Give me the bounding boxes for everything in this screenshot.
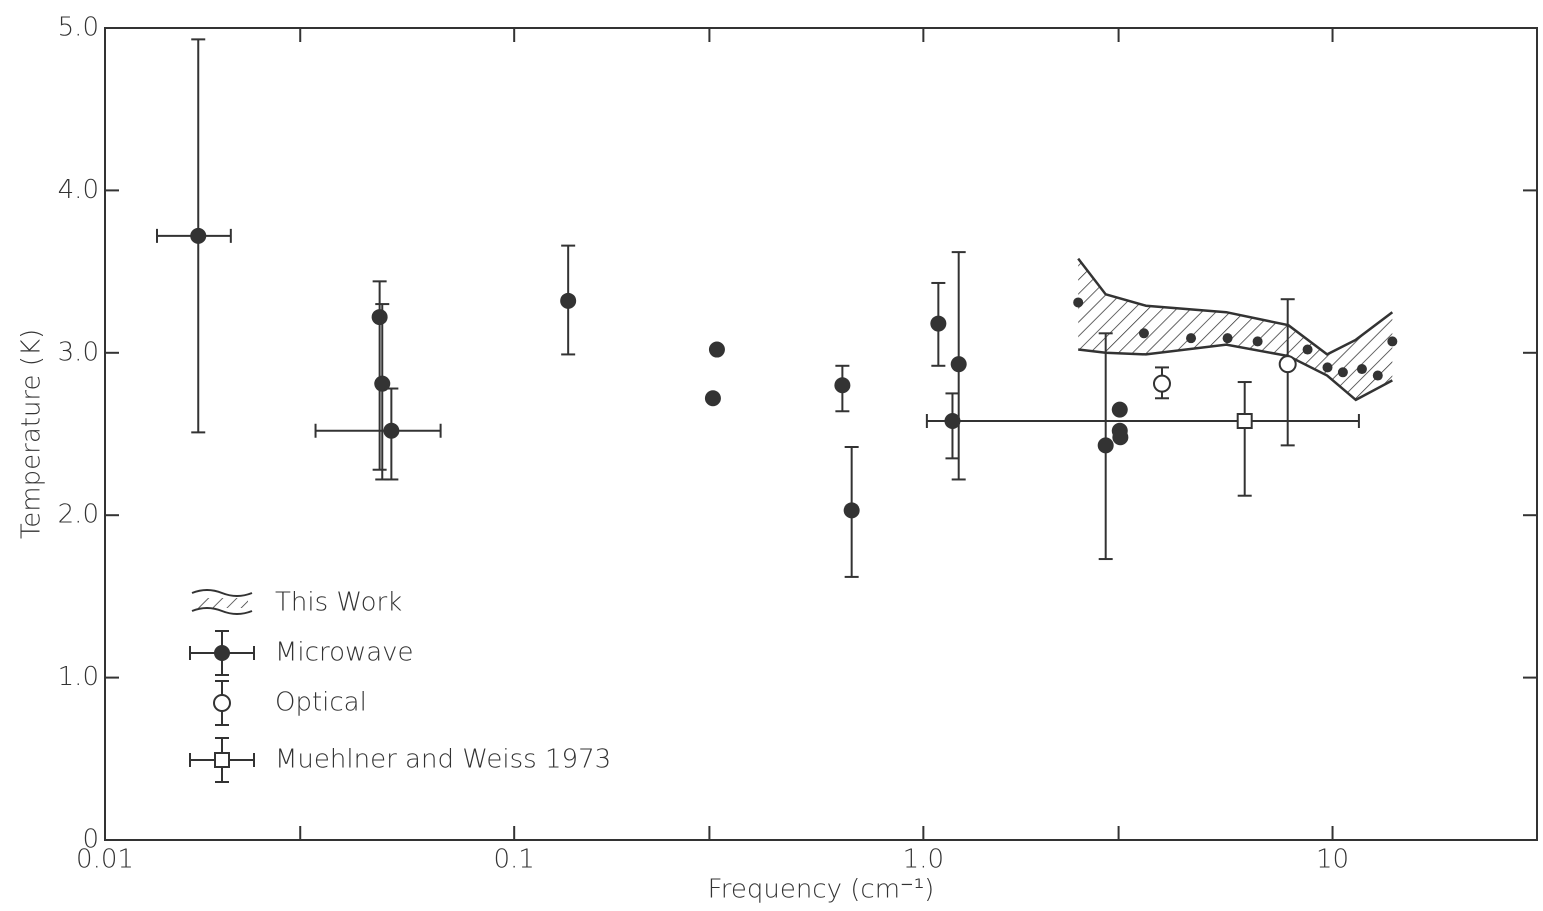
band-point <box>1222 333 1233 344</box>
y-tick-label: 1.0 <box>58 662 99 692</box>
point <box>704 390 721 407</box>
point <box>843 502 860 519</box>
legend-swatch <box>196 598 248 608</box>
legend-label: Microwave <box>275 638 414 668</box>
band-point <box>1252 336 1263 347</box>
x-axis-label: Frequency (cm⁻¹) <box>708 875 935 905</box>
band-point <box>1387 336 1398 347</box>
band-point <box>1138 328 1149 339</box>
x-tick-label: 0.1 <box>493 845 534 875</box>
legend-swatch <box>191 589 253 615</box>
point <box>1152 374 1171 393</box>
point <box>560 292 577 309</box>
band-point <box>1186 333 1197 344</box>
point <box>708 341 725 358</box>
y-tick-label: 4.0 <box>58 175 99 205</box>
point <box>1097 437 1114 454</box>
point <box>930 315 947 332</box>
band-fill <box>1078 258 1393 400</box>
band-point <box>1372 370 1383 381</box>
legend-label: Optical <box>275 688 367 718</box>
y-tick-label: 2.0 <box>58 500 99 530</box>
y-tick-label: 5.0 <box>58 13 99 43</box>
band-point <box>1322 362 1333 373</box>
point <box>383 422 400 439</box>
point <box>1278 355 1297 374</box>
point <box>950 356 967 373</box>
y-axis-label: Temperature (K) <box>17 329 47 539</box>
x-tick-label: 0.01 <box>76 845 134 875</box>
plot-frame <box>104 27 1538 841</box>
legend-marker <box>213 694 231 712</box>
point <box>1112 429 1129 446</box>
point <box>371 309 388 326</box>
y-tick-label: 0 <box>82 825 99 855</box>
legend-label: Muehlner and Weiss 1973 <box>275 745 611 775</box>
band-lower <box>1078 343 1393 402</box>
band-point <box>1302 344 1313 355</box>
point <box>1111 401 1128 418</box>
band-point <box>1356 364 1367 375</box>
point <box>190 227 207 244</box>
point <box>834 377 851 394</box>
band-point <box>1073 297 1084 308</box>
x-tick-label: 10 <box>1316 845 1349 875</box>
band-upper <box>1077 257 1394 356</box>
legend-marker <box>214 645 230 661</box>
y-tick-label: 3.0 <box>58 337 99 367</box>
legend-label: This Work <box>275 588 402 618</box>
band-point <box>1337 367 1348 378</box>
x-tick-label: 1.0 <box>903 845 944 875</box>
legend-marker <box>214 752 230 768</box>
point <box>1236 413 1253 430</box>
